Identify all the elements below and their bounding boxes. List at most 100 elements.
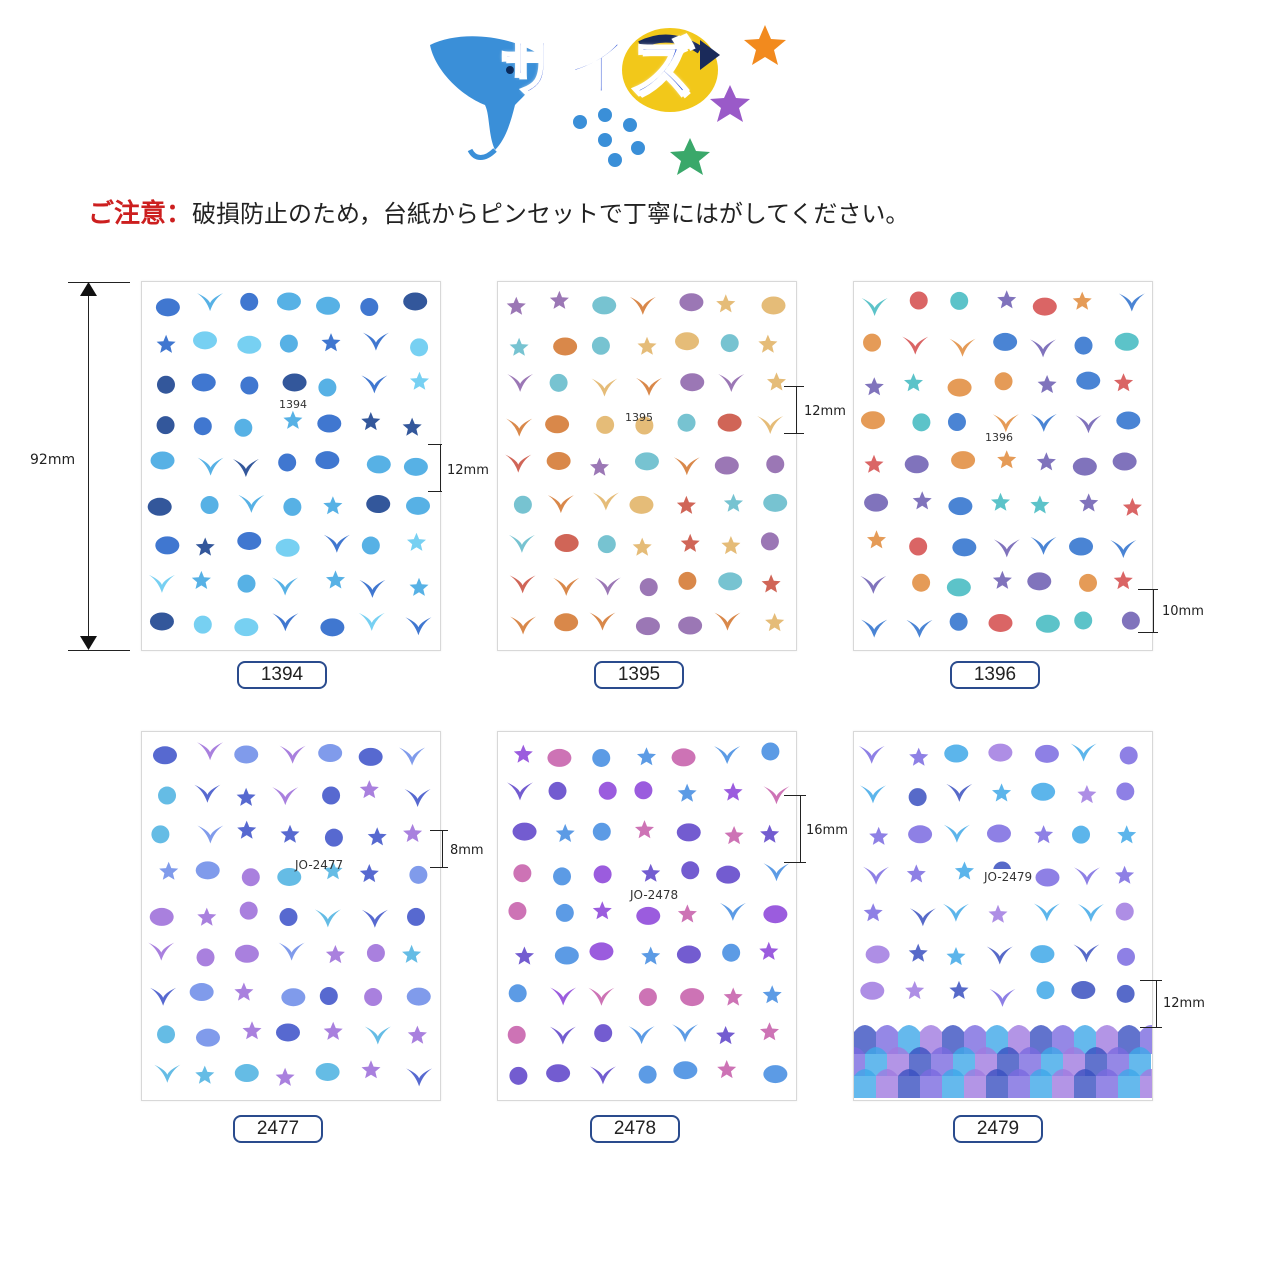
sticker-shape [680, 533, 700, 552]
sticker-shape [200, 496, 219, 515]
scale-pattern [1030, 1025, 1052, 1054]
sticker-shape [549, 290, 569, 309]
sticker-shape [1117, 825, 1137, 844]
sticker-shape [589, 942, 614, 961]
sticker-shape [946, 947, 966, 966]
sticker-shape [766, 455, 785, 474]
bracket-1395-top [784, 386, 804, 387]
sticker-shape [993, 539, 1020, 558]
sticker-shape [902, 336, 929, 355]
sticker-shape [588, 987, 615, 1006]
scale-pattern [975, 1047, 997, 1076]
scale-pattern [854, 1025, 876, 1054]
sticker-shape [239, 901, 258, 920]
sticker-shape [1079, 493, 1099, 512]
sticker-shape [677, 783, 697, 802]
sticker-shape [680, 373, 705, 392]
sticker-shape [1079, 573, 1098, 592]
sticker-shape [942, 903, 969, 922]
sticker-shape [679, 293, 704, 312]
sticker-shape [407, 1025, 427, 1044]
sticker-shape [148, 942, 175, 961]
scale-pattern [1085, 1047, 1107, 1076]
sticker-shape [1116, 411, 1141, 430]
sheet-code: JO-2478 [630, 888, 679, 902]
sticker-shape [315, 451, 340, 470]
sticker-shape [155, 536, 180, 555]
sticker-shape [509, 575, 536, 594]
bracket-2477-top [430, 830, 448, 831]
sticker-shape [1115, 865, 1135, 884]
sticker-shape [409, 577, 429, 596]
bracket-1395-bottom [784, 433, 804, 434]
sticker-shape [944, 744, 969, 763]
sticker-shape [1077, 903, 1104, 922]
sticker-shape [723, 493, 743, 512]
sticker-shape [509, 337, 529, 356]
sticker-shape [678, 571, 697, 590]
sticker-shape [402, 944, 422, 963]
sheet-code: JO-2477 [295, 858, 344, 872]
sticker-shape [722, 943, 741, 962]
sticker-shape [234, 1064, 259, 1083]
sticker-shape [364, 988, 383, 1007]
title-banner [400, 10, 820, 180]
sticker-shape [360, 298, 379, 317]
sticker-shape [555, 903, 574, 922]
sticker-shape [406, 496, 431, 515]
sticker-shape [678, 616, 703, 635]
scale-pattern [964, 1025, 986, 1054]
scale-pattern [942, 1025, 964, 1054]
sticker-shape [410, 371, 429, 390]
sticker-shape [361, 412, 381, 431]
sticker-shape [904, 455, 929, 474]
scale-pattern [942, 1069, 964, 1098]
scale-pattern [1052, 1069, 1074, 1098]
sticker-shape [278, 942, 305, 961]
sticker-shape [193, 417, 212, 436]
sticker-shape [591, 336, 610, 355]
bracket-1395 [796, 386, 797, 434]
sticker-shape [554, 534, 579, 553]
sticker-shape [505, 454, 532, 473]
sticker-shape [714, 746, 741, 765]
sticker-shape [716, 294, 736, 313]
sticker-shape [1030, 945, 1055, 964]
sticker-shape [718, 374, 745, 393]
sticker-shape [359, 780, 379, 799]
sticker-shape [547, 748, 572, 767]
scale-pattern [898, 1069, 920, 1098]
sticker-shape [147, 497, 172, 516]
sticker-shape [1033, 903, 1060, 922]
sticker-shape [315, 1062, 340, 1081]
scale-pattern [909, 1047, 931, 1076]
sticker-shape [763, 493, 788, 512]
sticker-shape [549, 1026, 576, 1045]
sticker-shape [637, 747, 656, 766]
sticker-shape [1030, 495, 1050, 514]
sticker-shape [641, 946, 661, 965]
scale-pattern [865, 1047, 887, 1076]
sticker-shape [909, 747, 929, 766]
sticker-shape [592, 492, 619, 511]
sticker-shape [675, 332, 700, 351]
sticker-shape [947, 413, 966, 432]
sticker-shape [553, 867, 572, 886]
sticker-shape [758, 334, 778, 353]
sticker-shape [716, 865, 741, 884]
label-1396: 1396 [950, 661, 1040, 689]
sticker-shape [361, 909, 388, 928]
sticker-shape [237, 531, 262, 550]
sticker-shape [1069, 537, 1094, 556]
sticker-shape [950, 291, 969, 310]
sticker-shape [761, 574, 781, 593]
sticker-shape [634, 452, 659, 471]
label-1394: 1394 [237, 661, 327, 689]
sticker-shape [234, 982, 254, 1001]
bracket-2479 [1156, 980, 1157, 1028]
scale-pattern [1052, 1025, 1074, 1054]
sticker-shape [279, 334, 298, 353]
sticker-shape [677, 413, 696, 432]
sticker-shape [366, 495, 391, 514]
sticker-shape [279, 745, 306, 764]
